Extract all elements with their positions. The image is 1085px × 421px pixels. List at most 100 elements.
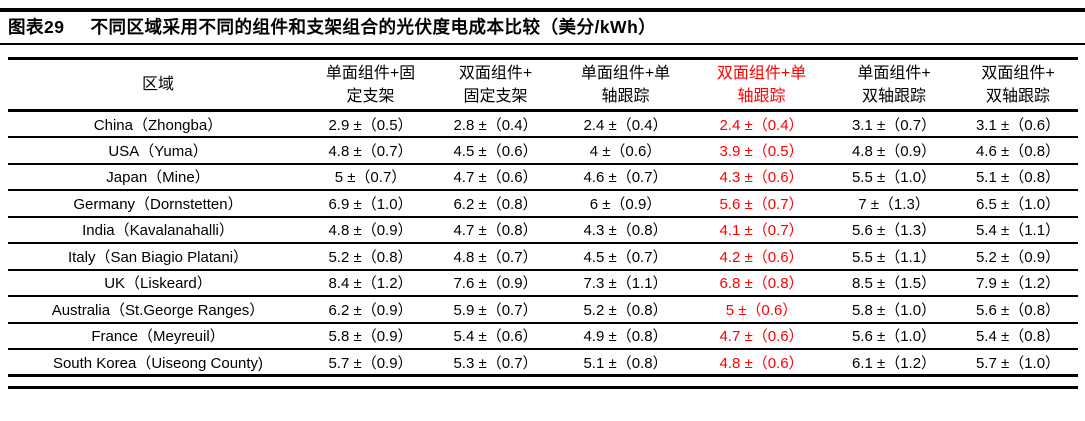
lcoe-comparison-table: 区域 单面组件+固 定支架 双面组件+ 固定支架 单面组件+单 轴跟踪 双面组件+单 轴跟踪单… [8, 57, 1078, 377]
value-cell: 5.2 ±（0.8） [328, 248, 413, 266]
value-cell: 5.7 ±（1.0） [975, 354, 1061, 372]
column-header-line2: 定支架 [346, 87, 395, 105]
value-cell: 6 ±（0.9） [589, 195, 662, 213]
value-cell: 4.8 ±（0.7） [453, 248, 538, 266]
table-row: Germany（Dornstetten） 6.9 ±（1.0） 6.2 ±（0.8）… [8, 190, 1078, 217]
table-row: Italy（San Biagio Platani） 5.2 ±（0.8） 4.8 ±… [8, 243, 1078, 270]
value-cell: 5 ±（0.6） [725, 301, 798, 319]
value-cell: 4.5 ±（0.6） [453, 142, 538, 160]
column-header-1: 单面组件+固 定支架 [308, 59, 433, 111]
value-cell: 6.8 ±（0.8） [719, 275, 804, 293]
value-cell: 5.6 ±（0.8） [975, 301, 1061, 319]
column-header-line1: 双面组件+ [458, 64, 533, 82]
value-cell: 4.2 ±（0.6） [719, 248, 804, 266]
region-cell: Germany（Dornstetten） [73, 195, 243, 213]
value-cell: 5.7 ±（0.9） [328, 354, 413, 372]
region-cell: Japan（Mine） [106, 169, 210, 187]
value-cell: 5.2 ±（0.8） [583, 301, 668, 319]
value-cell: 5.2 ±（0.9） [975, 248, 1061, 266]
value-cell: 5.3 ±（0.7） [453, 354, 538, 372]
value-cell: 8.4 ±（1.2） [328, 275, 413, 293]
value-cell: 5.8 ±（0.9） [328, 328, 413, 346]
region-cell: France（Meyreuil） [91, 328, 225, 346]
value-cell: 7.3 ±（1.1） [583, 275, 668, 293]
value-cell: 4.8 ±（0.7） [328, 142, 413, 160]
column-header-line2: 双轴跟踪 [985, 87, 1050, 105]
value-cell: 2.4 ±（0.4） [719, 116, 804, 134]
column-header-2: 双面组件+ 固定支架 [433, 59, 558, 111]
table-row: South Korea（Uiseong County) 5.7 ±（0.9） 5.3… [8, 349, 1078, 376]
region-cell: India（Kavalanahalli） [82, 222, 234, 240]
value-cell: 5.5 ±（1.0） [851, 169, 937, 187]
header-row: 区域 单面组件+固 定支架 双面组件+ 固定支架 单面组件+单 轴跟踪 双面组件+单 轴跟踪单… [8, 58, 1078, 111]
value-cell: 6.2 ±（0.8） [453, 195, 538, 213]
figure-title-line: 图表29 不同区域采用不同的组件和支架组合的光伏度电成本比较（美分/kWh） [8, 15, 1077, 39]
value-cell: 4.1 ±（0.7） [719, 222, 804, 240]
value-cell: 5.9 ±（0.7） [453, 301, 538, 319]
value-cell: 7.9 ±（1.2） [975, 275, 1061, 293]
value-cell: 5.4 ±（0.8） [975, 328, 1061, 346]
value-cell: 6.9 ±（1.0） [328, 195, 413, 213]
region-cell: South Korea（Uiseong County) [52, 354, 264, 372]
value-cell: 5 ±（0.7） [334, 169, 407, 187]
column-header-line1: 单面组件+单 [580, 64, 671, 82]
region-cell: UK（Liskeard） [104, 275, 212, 293]
column-header-4: 双面组件+单 轴跟踪 [693, 59, 830, 111]
value-cell: 6.5 ±（1.0） [975, 195, 1061, 213]
value-cell: 4.6 ±（0.7） [583, 169, 668, 187]
bottom-rule [8, 386, 1078, 389]
column-header-line1: 单面组件+固 [325, 64, 416, 82]
figure-number-label: 图表29 [8, 17, 65, 37]
region-cell: Australia（St.George Ranges） [51, 301, 265, 319]
column-header-line2: 双轴跟踪 [861, 87, 926, 105]
value-cell: 4.7 ±（0.8） [453, 222, 538, 240]
value-cell: 5.4 ±（0.6） [453, 328, 538, 346]
value-cell: 3.9 ±（0.5） [719, 142, 804, 160]
region-cell: Italy（San Biagio Platani） [67, 248, 249, 266]
region-cell: USA（Yuma） [108, 142, 208, 160]
column-header-line2: 固定支架 [463, 87, 528, 105]
value-cell: 5.1 ±（0.8） [975, 169, 1061, 187]
value-cell: 4.9 ±（0.8） [583, 328, 668, 346]
column-header-line1: 双面组件+ [981, 64, 1055, 82]
value-cell: 3.1 ±（0.7） [851, 116, 937, 134]
table-header: 区域 单面组件+固 定支架 双面组件+ 固定支架 单面组件+单 轴跟踪 双面组件+单 轴跟踪单… [8, 58, 1078, 111]
value-cell: 6.2 ±（0.9） [328, 301, 413, 319]
value-cell: 5.6 ±（1.0） [851, 328, 937, 346]
value-cell: 5.1 ±（0.8） [583, 354, 668, 372]
table-row: France（Meyreuil） 5.8 ±（0.9） 5.4 ±（0.6） 4.9 … [8, 323, 1078, 349]
value-cell: 5.5 ±（1.1） [851, 248, 937, 266]
column-header-6: 双面组件+ 双轴跟踪 [958, 59, 1078, 111]
value-cell: 5.8 ±（1.0） [851, 301, 937, 319]
column-header-line1: 单面组件+ [857, 64, 931, 82]
table-row: UK（Liskeard） 8.4 ±（1.2） 7.6 ±（0.9） 7.3 ±（1.… [8, 270, 1078, 296]
value-cell: 5.6 ±（1.3） [851, 222, 937, 240]
column-header-region: 区域 [141, 76, 174, 93]
column-header-line2: 轴跟踪 [601, 87, 650, 105]
column-header-line1: 双面组件+单 [716, 64, 807, 82]
value-cell: 5.4 ±（1.1） [975, 222, 1061, 240]
figure-titlebar: 图表29 不同区域采用不同的组件和支架组合的光伏度电成本比较（美分/kWh） [0, 8, 1085, 45]
value-cell: 7.6 ±（0.9） [453, 275, 538, 293]
value-cell: 4.3 ±（0.8） [583, 222, 668, 240]
value-cell: 8.5 ±（1.5） [851, 275, 937, 293]
table-row: China（Zhongba） 2.9 ±（0.5） 2.8 ±（0.4） 2.4 ±（… [8, 111, 1078, 137]
region-cell: China（Zhongba） [93, 116, 223, 134]
value-cell: 4.8 ±（0.9） [328, 222, 413, 240]
value-cell: 4.8 ±（0.6） [719, 354, 804, 372]
value-cell: 6.1 ±（1.2） [851, 354, 937, 372]
value-cell: 4.3 ±（0.6） [719, 169, 804, 187]
value-cell: 4.7 ±（0.6） [719, 328, 804, 346]
value-cell: 4.7 ±（0.6） [453, 169, 538, 187]
table-body: China（Zhongba） 2.9 ±（0.5） 2.8 ±（0.4） 2.4 ±（… [8, 111, 1078, 376]
value-cell: 4.6 ±（0.8） [975, 142, 1061, 160]
value-cell: 2.9 ±（0.5） [328, 116, 413, 134]
value-cell: 4 ±（0.6） [589, 142, 662, 160]
column-header-5: 单面组件+ 双轴跟踪 [830, 59, 958, 111]
table-row: India（Kavalanahalli） 4.8 ±（0.9） 4.7 ±（0.8）… [8, 217, 1078, 243]
column-header-3: 单面组件+单 轴跟踪 [558, 59, 693, 111]
value-cell: 4.8 ±（0.9） [851, 142, 937, 160]
table-row: USA（Yuma） 4.8 ±（0.7） 4.5 ±（0.6） 4 ±（0.6） 3.9… [8, 137, 1078, 164]
value-cell: 4.5 ±（0.7） [583, 248, 668, 266]
